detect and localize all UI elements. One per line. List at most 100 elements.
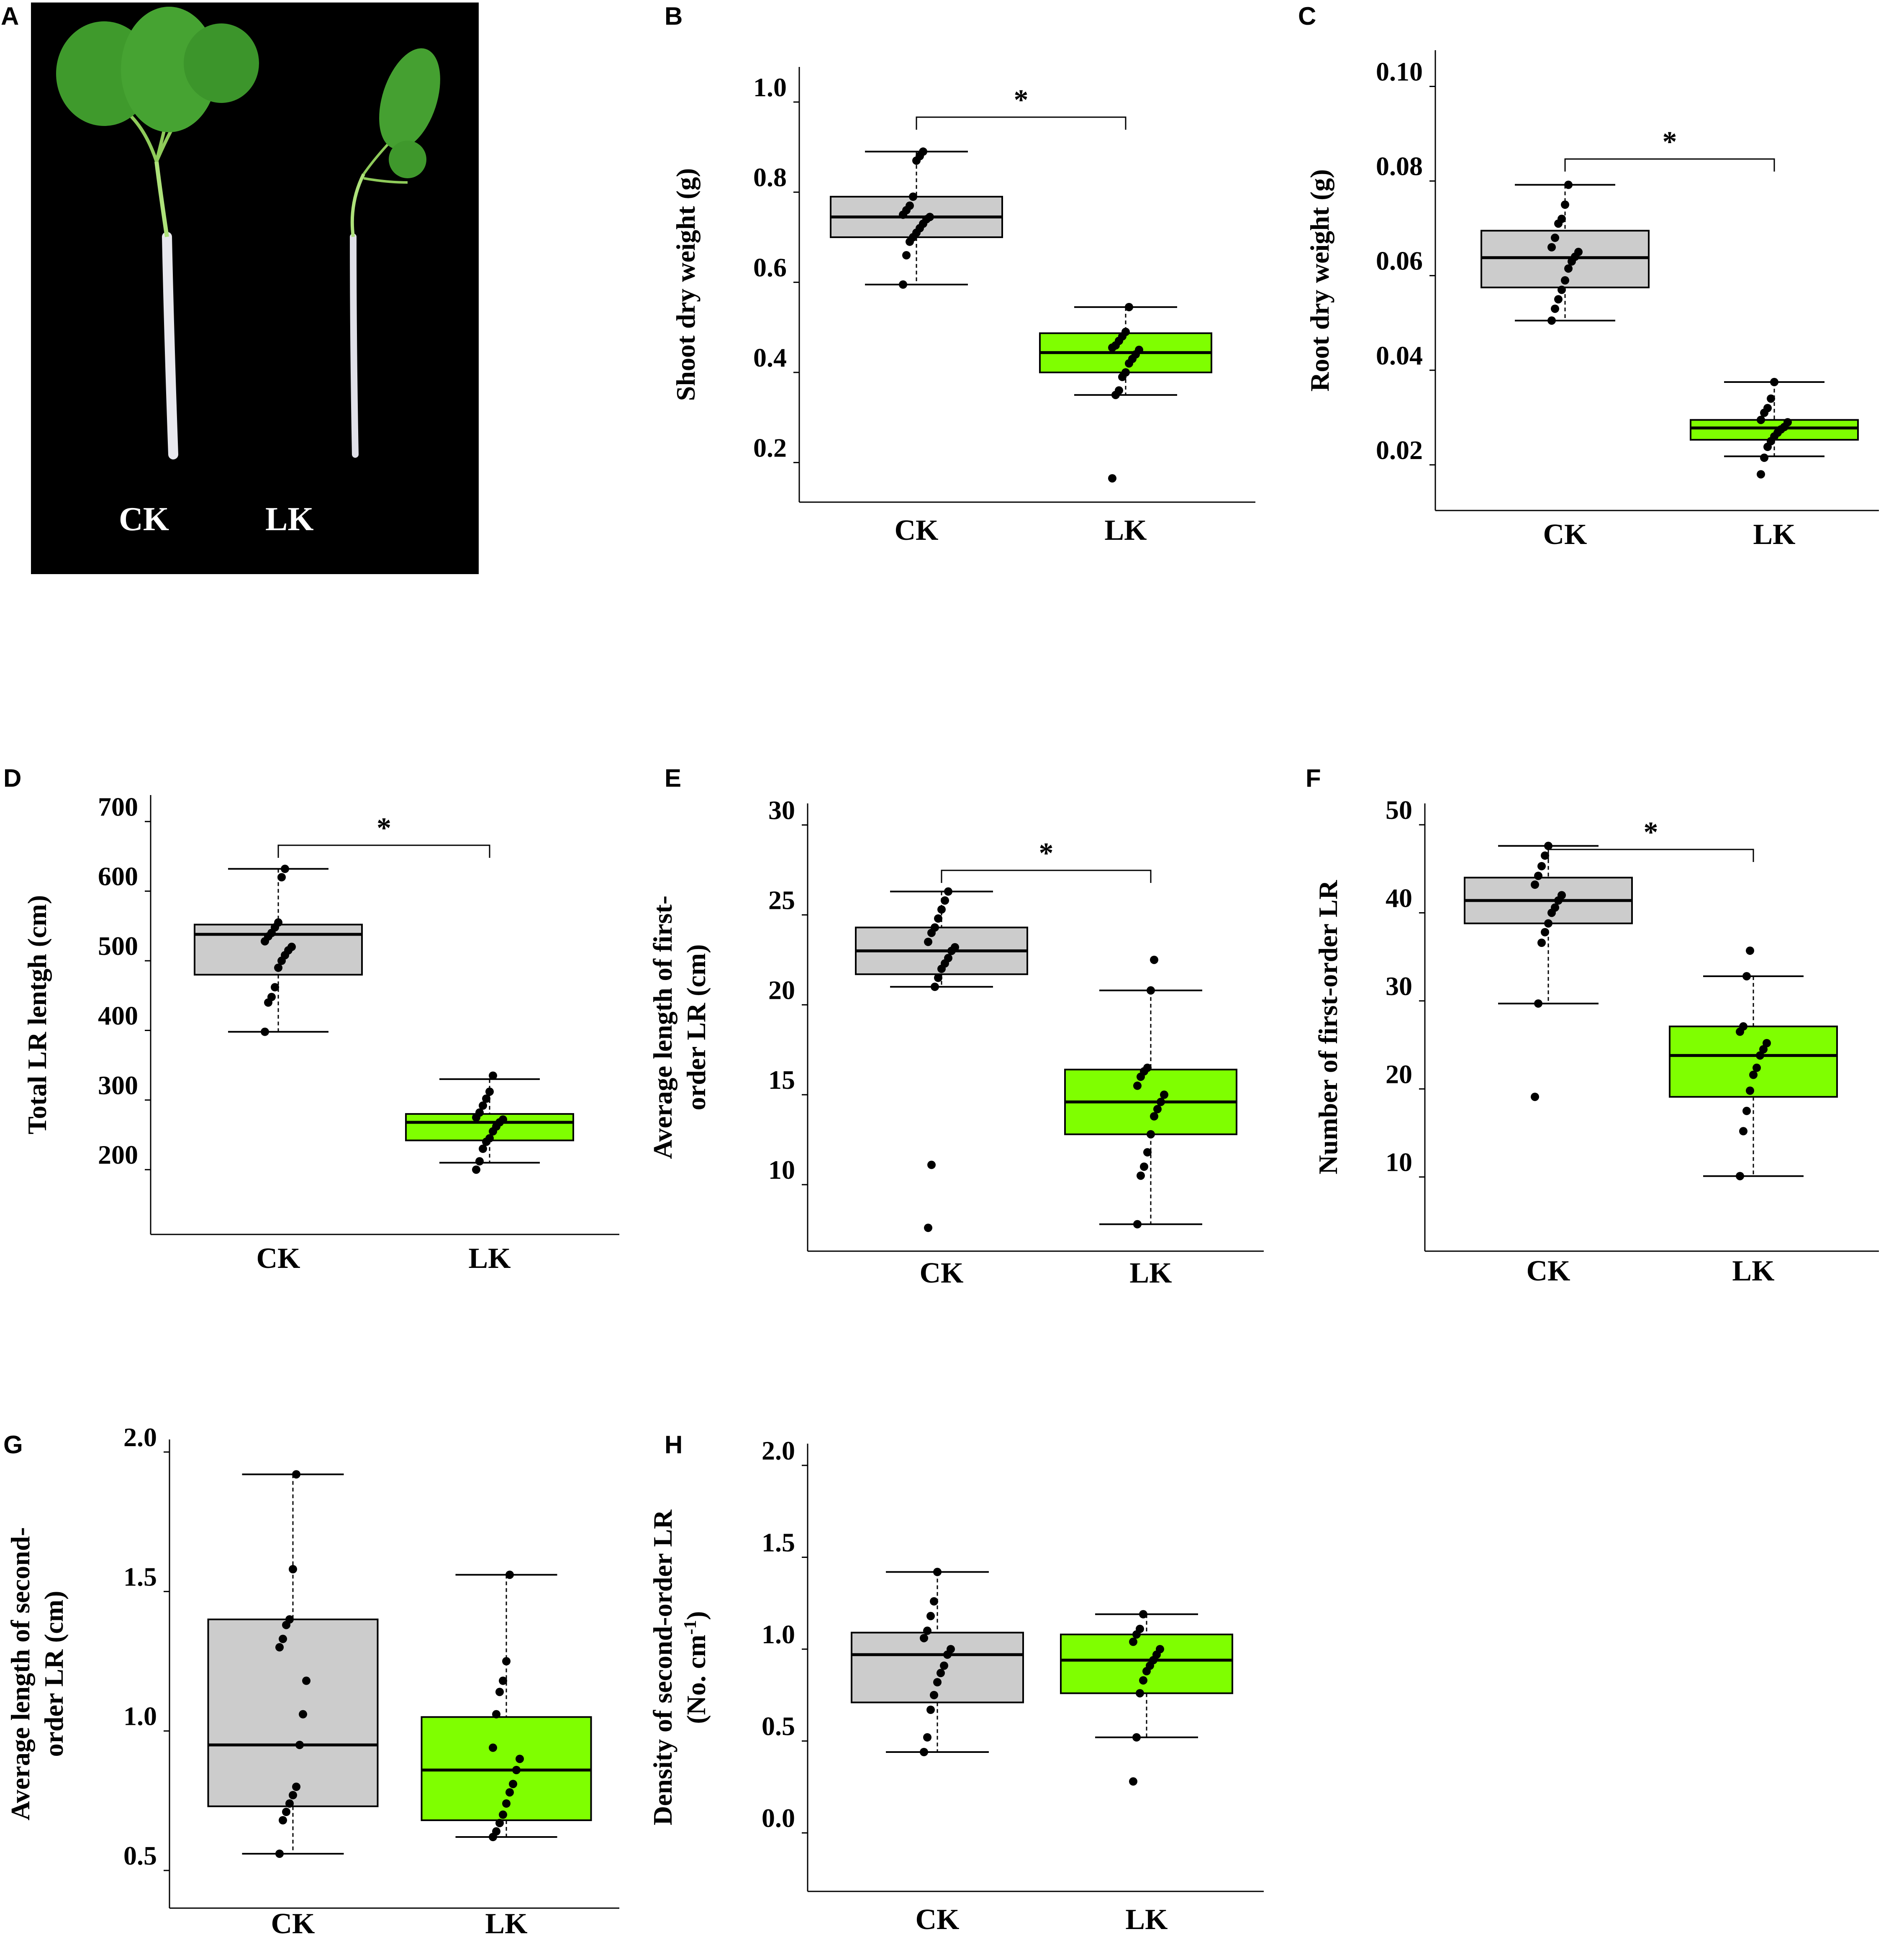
y-tick-label: 0.10 bbox=[1376, 57, 1423, 87]
photo-label-ck: CK bbox=[119, 501, 169, 538]
ck-data-point bbox=[282, 1808, 290, 1816]
ck-data-point bbox=[933, 1678, 942, 1687]
chart-shoot-dry-weight: 0.2 0.4 0.6 0.8 1.0 Shoot dry weight (g) CK LK * bbox=[671, 67, 1255, 546]
y-tick-label: 30 bbox=[1386, 971, 1412, 1001]
y-tick-label: 1.5 bbox=[123, 1562, 157, 1591]
significance-marker: * bbox=[1644, 816, 1658, 849]
lk-data-point bbox=[1140, 1162, 1148, 1171]
ck-data-point bbox=[902, 251, 911, 259]
lk-data-point bbox=[1108, 474, 1116, 483]
ck-data-point bbox=[933, 1568, 942, 1576]
ck-data-point bbox=[923, 1627, 931, 1635]
ck-data-point bbox=[919, 147, 927, 156]
ck-data-point bbox=[261, 1027, 269, 1036]
ck-data-point bbox=[909, 192, 917, 201]
ck-data-point bbox=[951, 943, 959, 952]
ck-data-point bbox=[930, 1691, 938, 1699]
lk-data-point bbox=[1736, 1172, 1744, 1180]
lk-data-point bbox=[479, 1144, 487, 1153]
lk-data-point bbox=[1133, 1220, 1142, 1229]
lk-data-point bbox=[502, 1657, 511, 1665]
y-tick-label: 200 bbox=[98, 1140, 138, 1170]
ck-data-point bbox=[1544, 842, 1552, 850]
lk-data-point bbox=[1150, 1112, 1158, 1121]
lk-data-point bbox=[479, 1101, 487, 1110]
lk-data-point bbox=[495, 1819, 504, 1827]
ck-data-point bbox=[926, 213, 934, 221]
ck-data-point bbox=[1564, 180, 1573, 189]
ck-data-point bbox=[275, 1850, 284, 1858]
lk-data-point bbox=[1760, 453, 1768, 462]
ck-box bbox=[851, 1632, 1024, 1704]
x-category-label-lk: LK bbox=[1753, 518, 1795, 551]
lk-data-point bbox=[475, 1108, 484, 1117]
y-tick-label: 10 bbox=[768, 1155, 795, 1185]
ck-data-point bbox=[1531, 1093, 1539, 1101]
ck-data-point bbox=[899, 280, 907, 289]
y-tick-label: 0.8 bbox=[753, 162, 787, 192]
chart-avg-length-second-order: 0.5 1.0 1.5 2.0 Average length of second-ord… bbox=[5, 1422, 619, 1937]
panel-letter-h: H bbox=[665, 1431, 683, 1459]
ck-data-point bbox=[940, 1661, 948, 1670]
x-category-label-ck: CK bbox=[271, 1908, 315, 1937]
x-category-label-lk: LK bbox=[1129, 1257, 1172, 1289]
photo-label-lk: LK bbox=[265, 501, 314, 538]
y-tick-label: 1.0 bbox=[123, 1701, 157, 1731]
lk-data-point bbox=[1749, 1070, 1758, 1079]
lk-data-point bbox=[1115, 386, 1123, 395]
lk-data-point bbox=[1147, 1130, 1155, 1139]
ck-data-point bbox=[1558, 285, 1566, 294]
lk-data-point bbox=[1136, 1689, 1144, 1698]
ck-data-point bbox=[274, 918, 282, 927]
lk-data-point bbox=[1139, 1610, 1147, 1619]
lk-data-point bbox=[1783, 418, 1792, 427]
x-category-label-lk: LK bbox=[485, 1908, 527, 1937]
significance-marker: * bbox=[377, 812, 391, 844]
lk-data-point bbox=[1150, 955, 1158, 964]
y-axis-label: Average length of second-order LR (cm) bbox=[5, 1527, 69, 1821]
lk-data-point bbox=[1770, 378, 1778, 387]
ck-data-point bbox=[906, 201, 914, 210]
lk-data-point bbox=[1121, 328, 1130, 336]
ck-data-point bbox=[287, 942, 296, 951]
ck-data-point bbox=[1541, 851, 1549, 860]
lk-data-point bbox=[1757, 416, 1765, 424]
ck-data-point bbox=[1558, 891, 1566, 900]
lk-data-point bbox=[495, 1688, 504, 1696]
ck-box bbox=[207, 1619, 379, 1807]
lk-data-point bbox=[489, 1743, 497, 1752]
ck-data-point bbox=[274, 963, 282, 972]
lk-data-point bbox=[1132, 1733, 1141, 1742]
significance-bracket bbox=[916, 116, 1126, 130]
panel-letter-a: A bbox=[1, 2, 19, 30]
ck-data-point bbox=[1531, 880, 1539, 889]
plant-photo-drawing bbox=[56, 7, 440, 459]
lk-data-point bbox=[1742, 972, 1751, 980]
y-tick-label: 1.0 bbox=[762, 1619, 795, 1649]
chart-density-second-order: 0.0 0.5 1.0 1.5 2.0 Density of second-order L… bbox=[648, 1436, 1264, 1936]
lk-data-point bbox=[509, 1780, 517, 1788]
y-tick-label: 1.0 bbox=[753, 72, 787, 102]
lk-data-point bbox=[1767, 394, 1775, 403]
significance-marker: * bbox=[1663, 126, 1677, 158]
ck-data-point bbox=[1574, 248, 1583, 257]
ck-data-point bbox=[1558, 215, 1566, 223]
ck-data-point bbox=[1564, 264, 1573, 273]
lk-data-point bbox=[1763, 1039, 1771, 1047]
lk-data-point bbox=[1137, 1171, 1145, 1180]
panel-letter-d: D bbox=[3, 764, 22, 792]
chart-number-first-order: 10 20 30 40 50 Number of first-order LR CK LK * bbox=[1313, 795, 1879, 1287]
y-axis-label: Total LR lentgh (cm) bbox=[22, 895, 52, 1134]
lk-stem bbox=[350, 173, 365, 237]
significance-marker: * bbox=[1039, 837, 1054, 870]
ck-data-point bbox=[281, 865, 289, 873]
ck-data-point bbox=[275, 1643, 284, 1652]
lk-leaf-small bbox=[389, 141, 426, 178]
lk-leaf-main bbox=[379, 48, 440, 149]
lk-data-point bbox=[1125, 303, 1133, 311]
panel-letter-g: G bbox=[3, 1431, 23, 1459]
ck-data-point bbox=[292, 1470, 300, 1479]
lk-data-point bbox=[485, 1134, 494, 1143]
x-category-label-ck: CK bbox=[920, 1257, 964, 1289]
ck-data-point bbox=[1554, 295, 1563, 304]
